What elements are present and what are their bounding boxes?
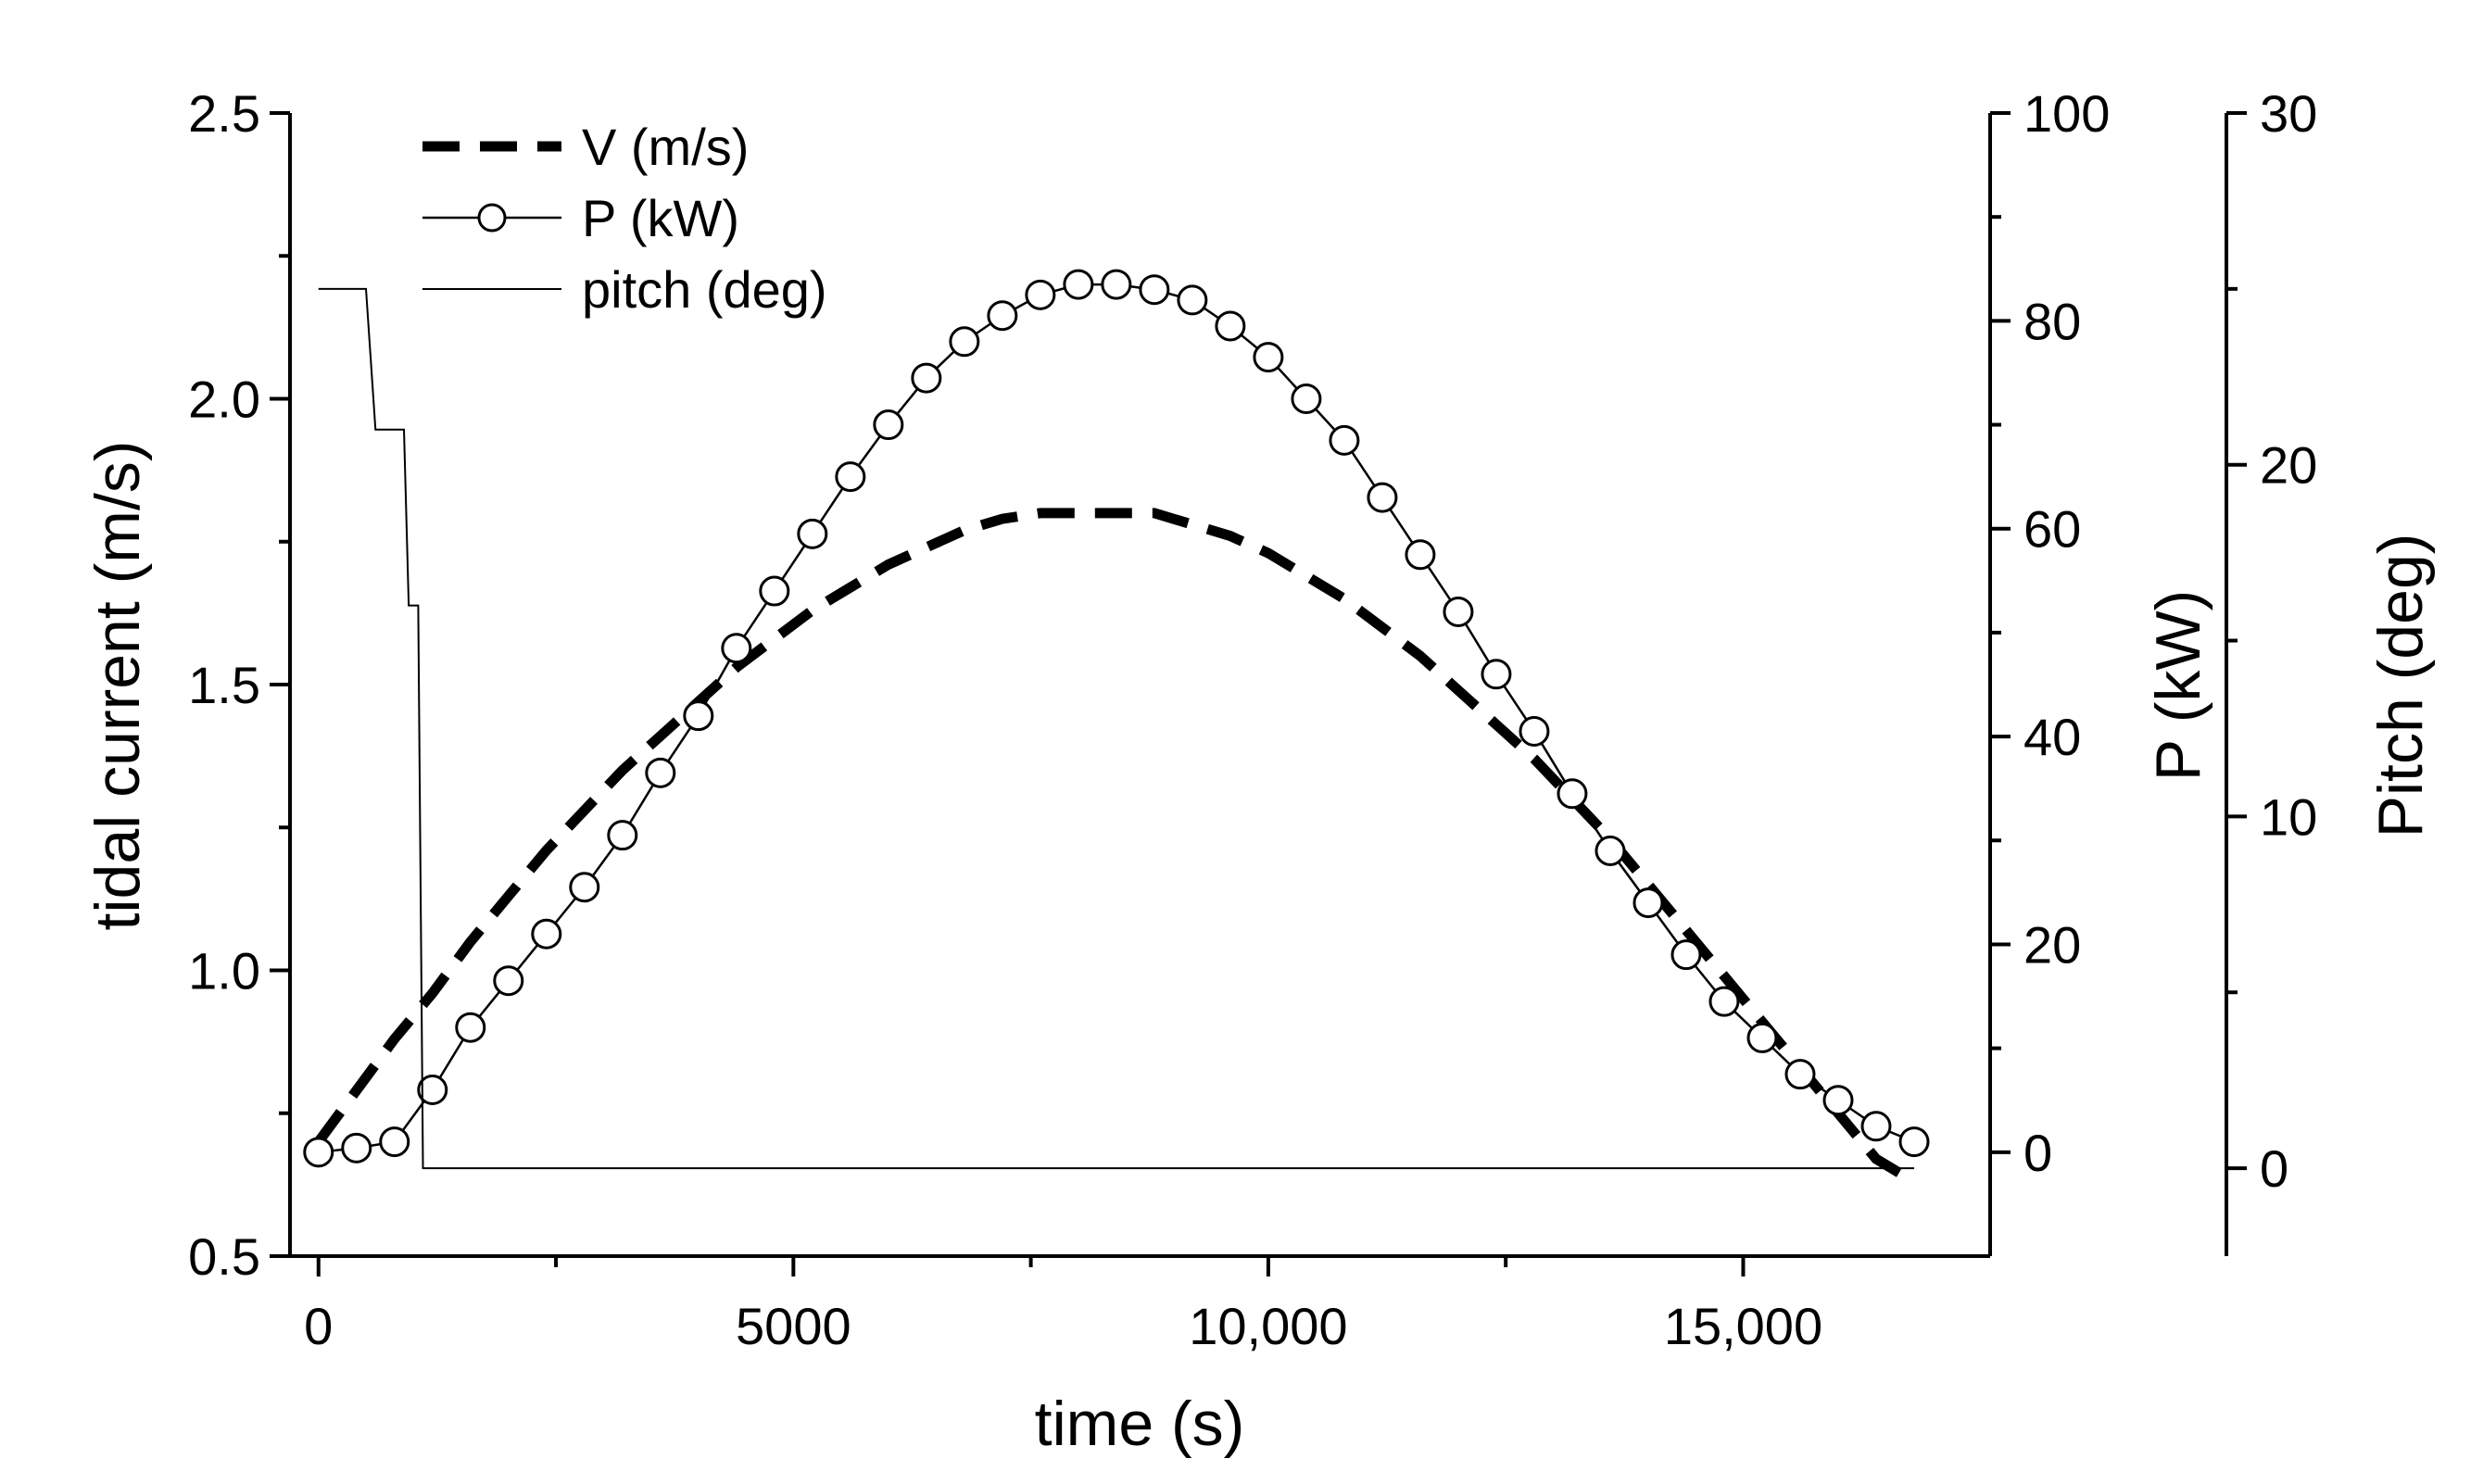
right2-tick-label: 10 [2260,787,2317,846]
right2-tick-label: 0 [2260,1139,2288,1198]
series-p-line [318,283,1915,1154]
right1-tick-label: 40 [2023,708,2081,766]
series-p-point [455,1012,486,1043]
legend-p-marker [477,203,507,233]
x-tick-label: 10,000 [1189,1297,1347,1355]
ticks-layer: 0 5000 10,000 15,000 0.5 1.0 1.5 2.0 2.5 0 20 40 60 8… [188,84,2317,1355]
series-p-point [341,1132,372,1163]
series-p-point [721,633,752,664]
series-p-point [645,757,676,788]
left-tick-label: 1.0 [188,942,260,1000]
series-p-point [949,326,980,358]
series-p-point [1291,384,1322,414]
series-p-point [1557,778,1588,810]
series-p-point [1405,539,1436,571]
series-p-point [1443,596,1474,627]
x-tick-label: 5000 [736,1297,851,1355]
x-tick-label: 15,000 [1664,1297,1822,1355]
left-tick-label: 2.0 [188,371,260,429]
series-p-point [1822,1085,1854,1116]
series-p-point [1519,715,1550,747]
series-p-point [1329,424,1360,456]
left-tick-label: 1.5 [188,656,260,714]
series-p-point [607,820,638,851]
series-v-line [314,508,1917,1187]
series-p-point [1101,269,1132,300]
left-tick-label: 0.5 [188,1227,260,1286]
right2-tick-label: 20 [2260,436,2317,495]
right1-tick-label: 20 [2023,915,2081,974]
left-tick-label: 2.5 [188,84,260,143]
right1-axis-title: P (kW) [2143,590,2213,782]
series-p-point [797,518,828,549]
series-p-point [1595,835,1626,866]
right2-axis-title: Pitch (deg) [2365,534,2436,838]
legend: V (m/s) P (kW) pitch (deg) [422,118,827,319]
x-axis-title: time (s) [1035,1389,1245,1459]
series-p-point [759,575,790,607]
series-p-point [1063,269,1094,300]
series-p-point [1860,1111,1892,1142]
series-p-point [1898,1126,1930,1158]
legend-v-label: V (m/s) [582,118,749,176]
series-p-point [987,300,1018,332]
series-p-point [835,461,866,493]
legend-pitch-label: pitch (deg) [582,260,827,319]
series-p-point [379,1126,410,1158]
series-p-point [1481,659,1512,690]
right1-tick-label: 80 [2023,292,2081,350]
series-p-point [873,409,904,441]
series-p-point [1215,310,1246,342]
series-p-point [1784,1059,1816,1090]
x-tick-label: 0 [304,1297,333,1355]
series-p-point [1746,1022,1778,1053]
right1-tick-label: 60 [2023,500,2081,559]
legend-p-label: P (kW) [582,189,739,247]
series-pitch-line [318,287,1914,1170]
series-p-point [1367,482,1398,513]
right1-tick-label: 100 [2023,84,2110,143]
series-p-point [911,362,942,394]
right1-tick-label: 0 [2023,1124,2052,1182]
left-axis-title: tidal current (m/s) [82,441,153,931]
series-layer [303,269,1930,1187]
series-p-point [1025,279,1056,310]
series-p-point [531,918,562,950]
series-p-point [1633,887,1664,919]
series-p-point [1139,274,1170,306]
series-p-point [493,965,524,997]
series-p-point [303,1137,334,1168]
series-p-point [683,700,714,732]
right2-tick-label: 30 [2260,84,2317,143]
series-p-point [1253,342,1284,373]
series-p-point [569,872,600,903]
series-p-point [1708,986,1740,1017]
series-p-point [1177,284,1208,316]
series-p-point [1670,939,1702,971]
series-p-point [417,1075,448,1106]
